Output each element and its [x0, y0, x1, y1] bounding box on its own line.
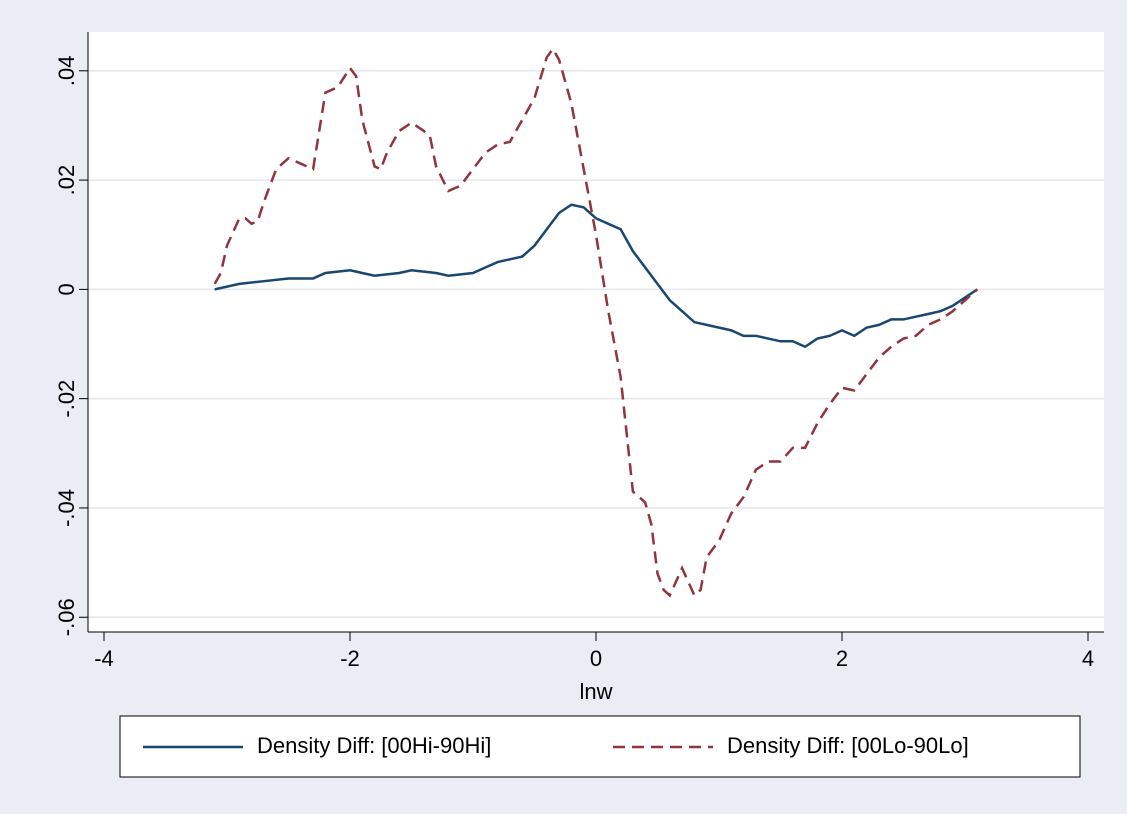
y-tick-label: -.06 — [54, 598, 79, 636]
y-tick-label: -.02 — [54, 380, 79, 418]
legend-label: Density Diff: [00Hi-90Hi] — [257, 733, 491, 758]
x-tick-label: 2 — [836, 646, 848, 671]
x-axis-title: lnw — [579, 679, 612, 704]
legend — [119, 715, 1081, 778]
x-tick-label: 4 — [1082, 646, 1094, 671]
series-line — [213, 46, 979, 598]
x-tick-label: -4 — [94, 646, 114, 671]
legend-label: Density Diff: [00Lo-90Lo] — [727, 733, 969, 758]
y-tick-label: 0 — [54, 283, 79, 295]
y-tick-label: .02 — [54, 165, 79, 196]
plot-area — [88, 32, 1104, 632]
y-tick-label: -.04 — [54, 489, 79, 527]
y-tick-label: .04 — [54, 56, 79, 87]
x-tick-label: 0 — [590, 646, 602, 671]
x-tick-label: -2 — [340, 646, 360, 671]
series-line — [214, 203, 979, 349]
